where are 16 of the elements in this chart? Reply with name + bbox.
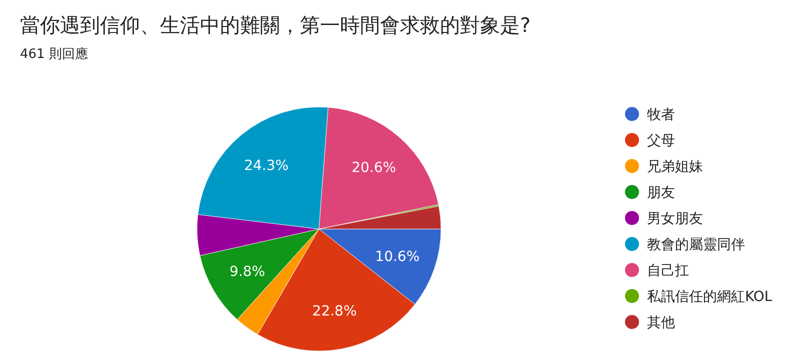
legend-label: 教會的屬靈同伴: [647, 237, 745, 253]
legend-label: 朋友: [647, 185, 675, 201]
text: 461 則回應: [20, 47, 88, 62]
legend-label: 其他: [647, 315, 675, 331]
legend-label: 牧者: [647, 107, 675, 123]
data-label: 24.3%: [244, 158, 289, 174]
legend-label: 自己扛: [647, 263, 689, 279]
data-label: 9.8%: [230, 264, 266, 280]
chart-title: 當你遇到信仰、生活中的難關，第一時間會求救的對象是?: [20, 13, 531, 37]
legend-label: 父母: [647, 133, 675, 149]
data-label: 10.6%: [375, 249, 420, 266]
data-label: 20.6%: [352, 160, 396, 176]
legend-label: 男女朋友: [647, 211, 703, 227]
legend-label: 私訊信任的網紅KOL: [647, 289, 772, 305]
data-label: 22.8%: [312, 303, 357, 320]
legend-label: 兄弟姐妹: [647, 159, 703, 175]
